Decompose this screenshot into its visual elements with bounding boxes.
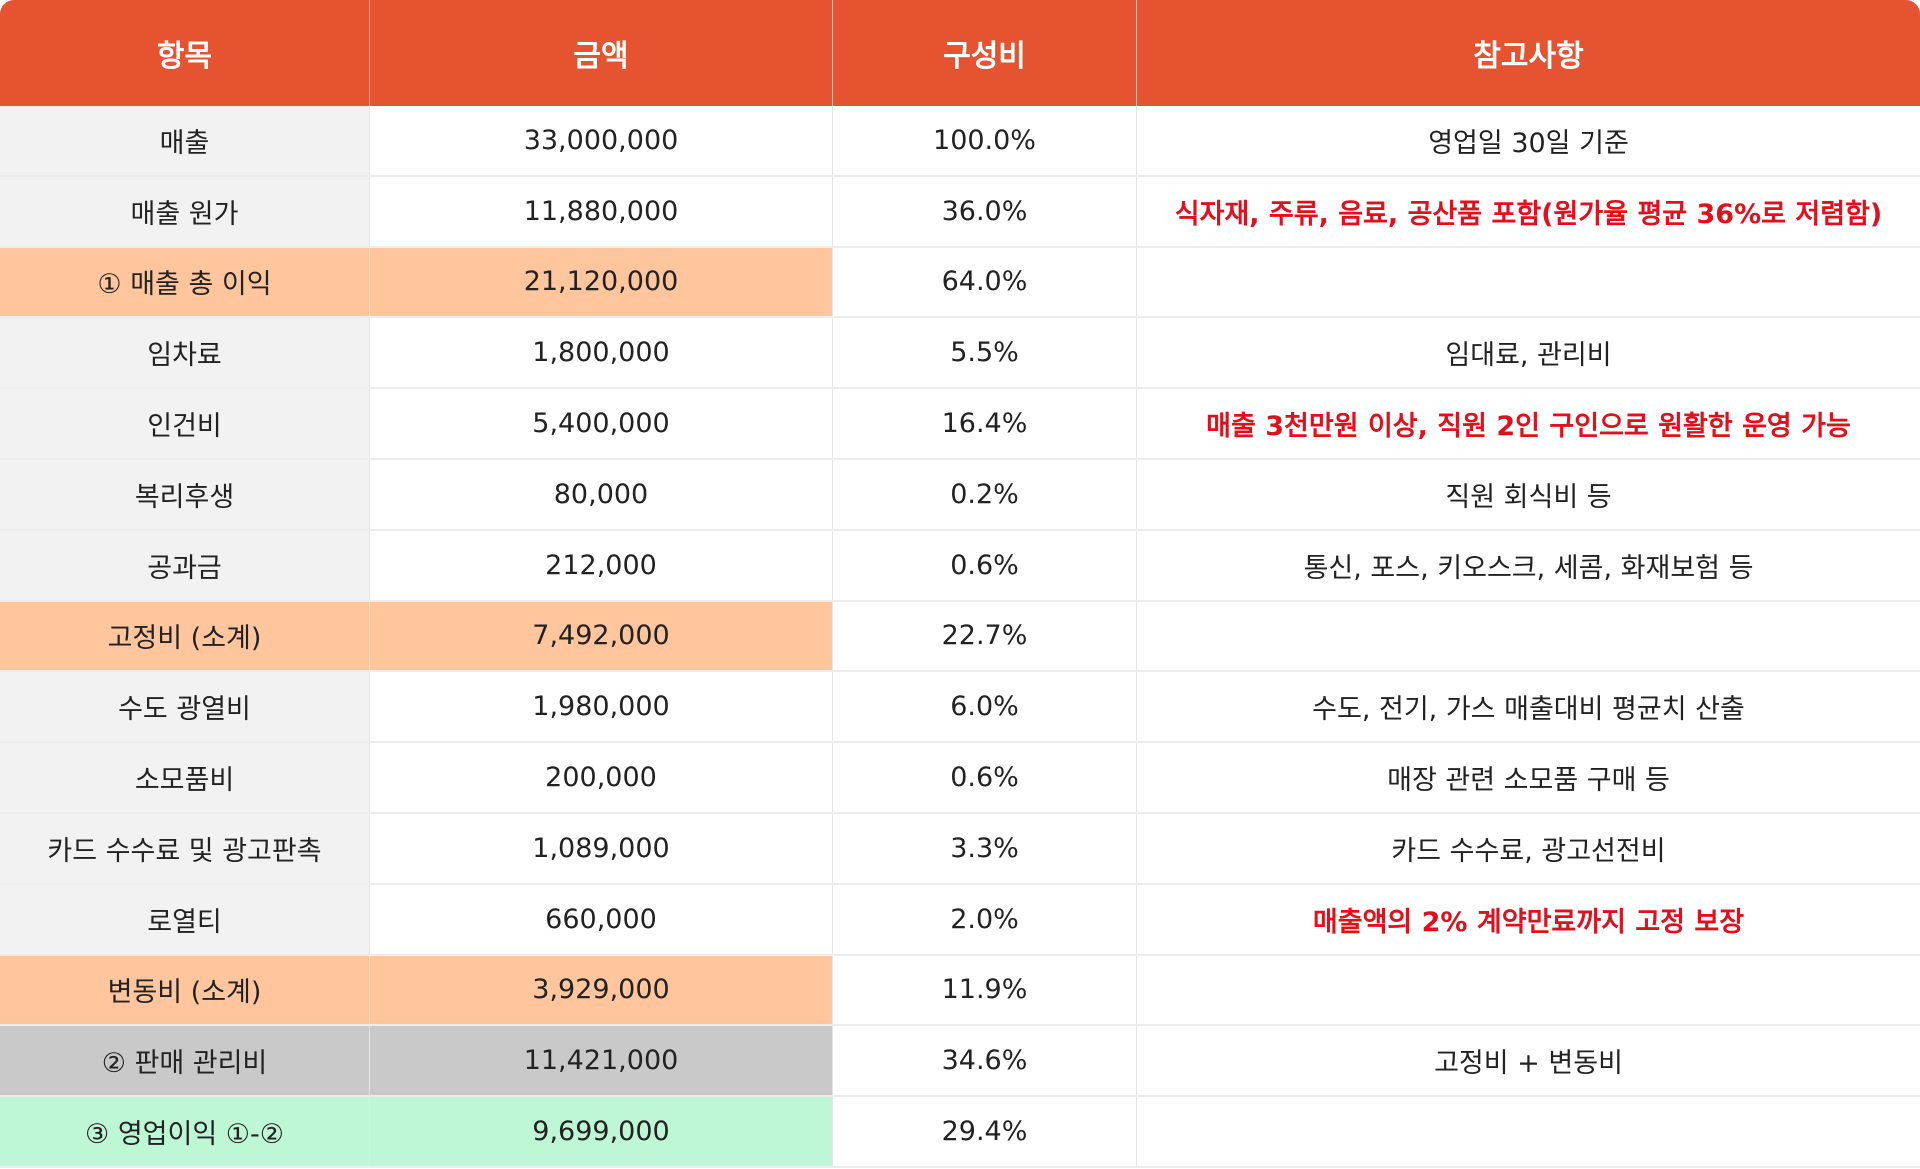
row-note: 카드 수수료, 광고선전비: [1391, 835, 1666, 867]
row-note: 직원 회식비 등: [1445, 481, 1612, 513]
row-amount: 1,980,000: [370, 672, 833, 742]
row-labor: 인건비 5,400,000 16.4% 매출 3천만원 이상, 직원 2인 구인…: [0, 389, 1920, 460]
row-item: 고정비 (소계): [0, 601, 370, 671]
row-amount: 660,000: [370, 884, 833, 954]
row-ratio: 34.6%: [833, 1026, 1137, 1096]
row-ratio: 36.0%: [833, 176, 1137, 246]
row-note: [1137, 248, 1920, 317]
row-utilities: 수도 광열비 1,980,000 6.0% 수도, 전기, 가스 매출대비 평균…: [0, 672, 1920, 744]
row-note: 임대료, 관리비: [1445, 340, 1612, 372]
row-rent: 임차료 1,800,000 5.5% 임대료, 관리비: [0, 318, 1920, 390]
row-amount: 5,400,000: [370, 389, 833, 458]
row-utilities-public: 공과금 212,000 0.6% 통신, 포스, 키오스크, 세콤, 화재보험 …: [0, 530, 1920, 602]
row-ratio: 16.4%: [833, 389, 1137, 458]
row-note: 매출액의 2% 계약만료까지 고정 보장: [1312, 906, 1745, 938]
row-item: 복리후생: [0, 459, 370, 529]
row-ratio: 5.5%: [833, 318, 1137, 388]
row-operating-profit: ③ 영업이익 ①-② 9,699,000 29.4%: [0, 1097, 1920, 1168]
row-item: ① 매출 총 이익: [0, 247, 370, 317]
row-amount: 7,492,000: [370, 601, 833, 671]
header-note: 참고사항: [1473, 39, 1584, 74]
row-variable-cost-subtotal: 변동비 (소계) 3,929,000 11.9%: [0, 955, 1920, 1027]
row-ratio: 2.0%: [833, 884, 1137, 954]
row-royalty: 로열티 660,000 2.0% 매출액의 2% 계약만료까지 고정 보장: [0, 884, 1920, 956]
row-item: 공과금: [0, 530, 370, 600]
row-amount: 3,929,000: [370, 955, 833, 1025]
row-ratio: 0.2%: [833, 459, 1137, 529]
row-ratio: 100.0%: [833, 106, 1137, 175]
row-gross-profit: ① 매출 총 이익 21,120,000 64.0%: [0, 247, 1920, 319]
row-item: 로열티: [0, 884, 370, 954]
header-ratio: 구성비: [833, 0, 1137, 106]
header-amount: 금액: [370, 0, 833, 106]
row-amount: 9,699,000: [370, 1097, 833, 1166]
row-cost-of-sales: 매출 원가 11,880,000 36.0% 식자재, 주류, 음료, 공산품 …: [0, 176, 1920, 248]
row-item: 소모품비: [0, 743, 370, 812]
row-item: 매출: [0, 106, 370, 175]
row-item: 카드 수수료 및 광고판촉: [0, 813, 370, 883]
row-amount: 33,000,000: [370, 106, 833, 175]
row-note: 식자재, 주류, 음료, 공산품 포함(원가율 평균 36%로 저렴함): [1174, 198, 1883, 230]
row-sga: ② 판매 관리비 11,421,000 34.6% 고정비 + 변동비: [0, 1026, 1920, 1098]
row-note: [1137, 956, 1920, 1025]
row-note: 영업일 30일 기준: [1428, 127, 1629, 159]
row-ratio: 64.0%: [833, 247, 1137, 317]
row-card-fees-ads: 카드 수수료 및 광고판촉 1,089,000 3.3% 카드 수수료, 광고선…: [0, 813, 1920, 885]
row-ratio: 3.3%: [833, 813, 1137, 883]
row-amount: 21,120,000: [370, 247, 833, 317]
row-item: 매출 원가: [0, 176, 370, 246]
row-item: ③ 영업이익 ①-②: [0, 1097, 370, 1166]
row-revenue: 매출 33,000,000 100.0% 영업일 30일 기준: [0, 106, 1920, 177]
row-ratio: 6.0%: [833, 672, 1137, 742]
row-amount: 200,000: [370, 743, 833, 812]
row-ratio: 0.6%: [833, 530, 1137, 600]
row-item: 변동비 (소계): [0, 955, 370, 1025]
row-note: [1137, 1097, 1920, 1166]
row-item: 수도 광열비: [0, 672, 370, 742]
row-note: 수도, 전기, 가스 매출대비 평균치 산출: [1312, 694, 1745, 726]
row-amount: 11,421,000: [370, 1026, 833, 1096]
row-amount: 1,800,000: [370, 318, 833, 388]
table-header: 항목 금액 구성비 참고사항: [0, 0, 1920, 106]
row-supplies: 소모품비 200,000 0.6% 매장 관련 소모품 구매 등: [0, 743, 1920, 814]
row-amount: 11,880,000: [370, 176, 833, 246]
row-fixed-cost-subtotal: 고정비 (소계) 7,492,000 22.7%: [0, 601, 1920, 673]
row-ratio: 0.6%: [833, 743, 1137, 812]
row-ratio: 11.9%: [833, 955, 1137, 1025]
row-ratio: 29.4%: [833, 1097, 1137, 1166]
row-amount: 212,000: [370, 530, 833, 600]
row-note: 고정비 + 변동비: [1434, 1048, 1623, 1080]
row-note: 통신, 포스, 키오스크, 세콤, 화재보험 등: [1303, 552, 1754, 584]
header-item: 항목: [0, 0, 370, 106]
row-item: ② 판매 관리비: [0, 1026, 370, 1096]
row-amount: 1,089,000: [370, 813, 833, 883]
row-welfare: 복리후생 80,000 0.2% 직원 회식비 등: [0, 459, 1920, 531]
row-amount: 80,000: [370, 459, 833, 529]
row-ratio: 22.7%: [833, 601, 1137, 671]
row-item: 임차료: [0, 318, 370, 388]
row-note: [1137, 602, 1920, 671]
row-item: 인건비: [0, 389, 370, 458]
row-note: 매장 관련 소모품 구매 등: [1387, 765, 1670, 797]
row-note: 매출 3천만원 이상, 직원 2인 구인으로 원활한 운영 가능: [1206, 411, 1851, 443]
